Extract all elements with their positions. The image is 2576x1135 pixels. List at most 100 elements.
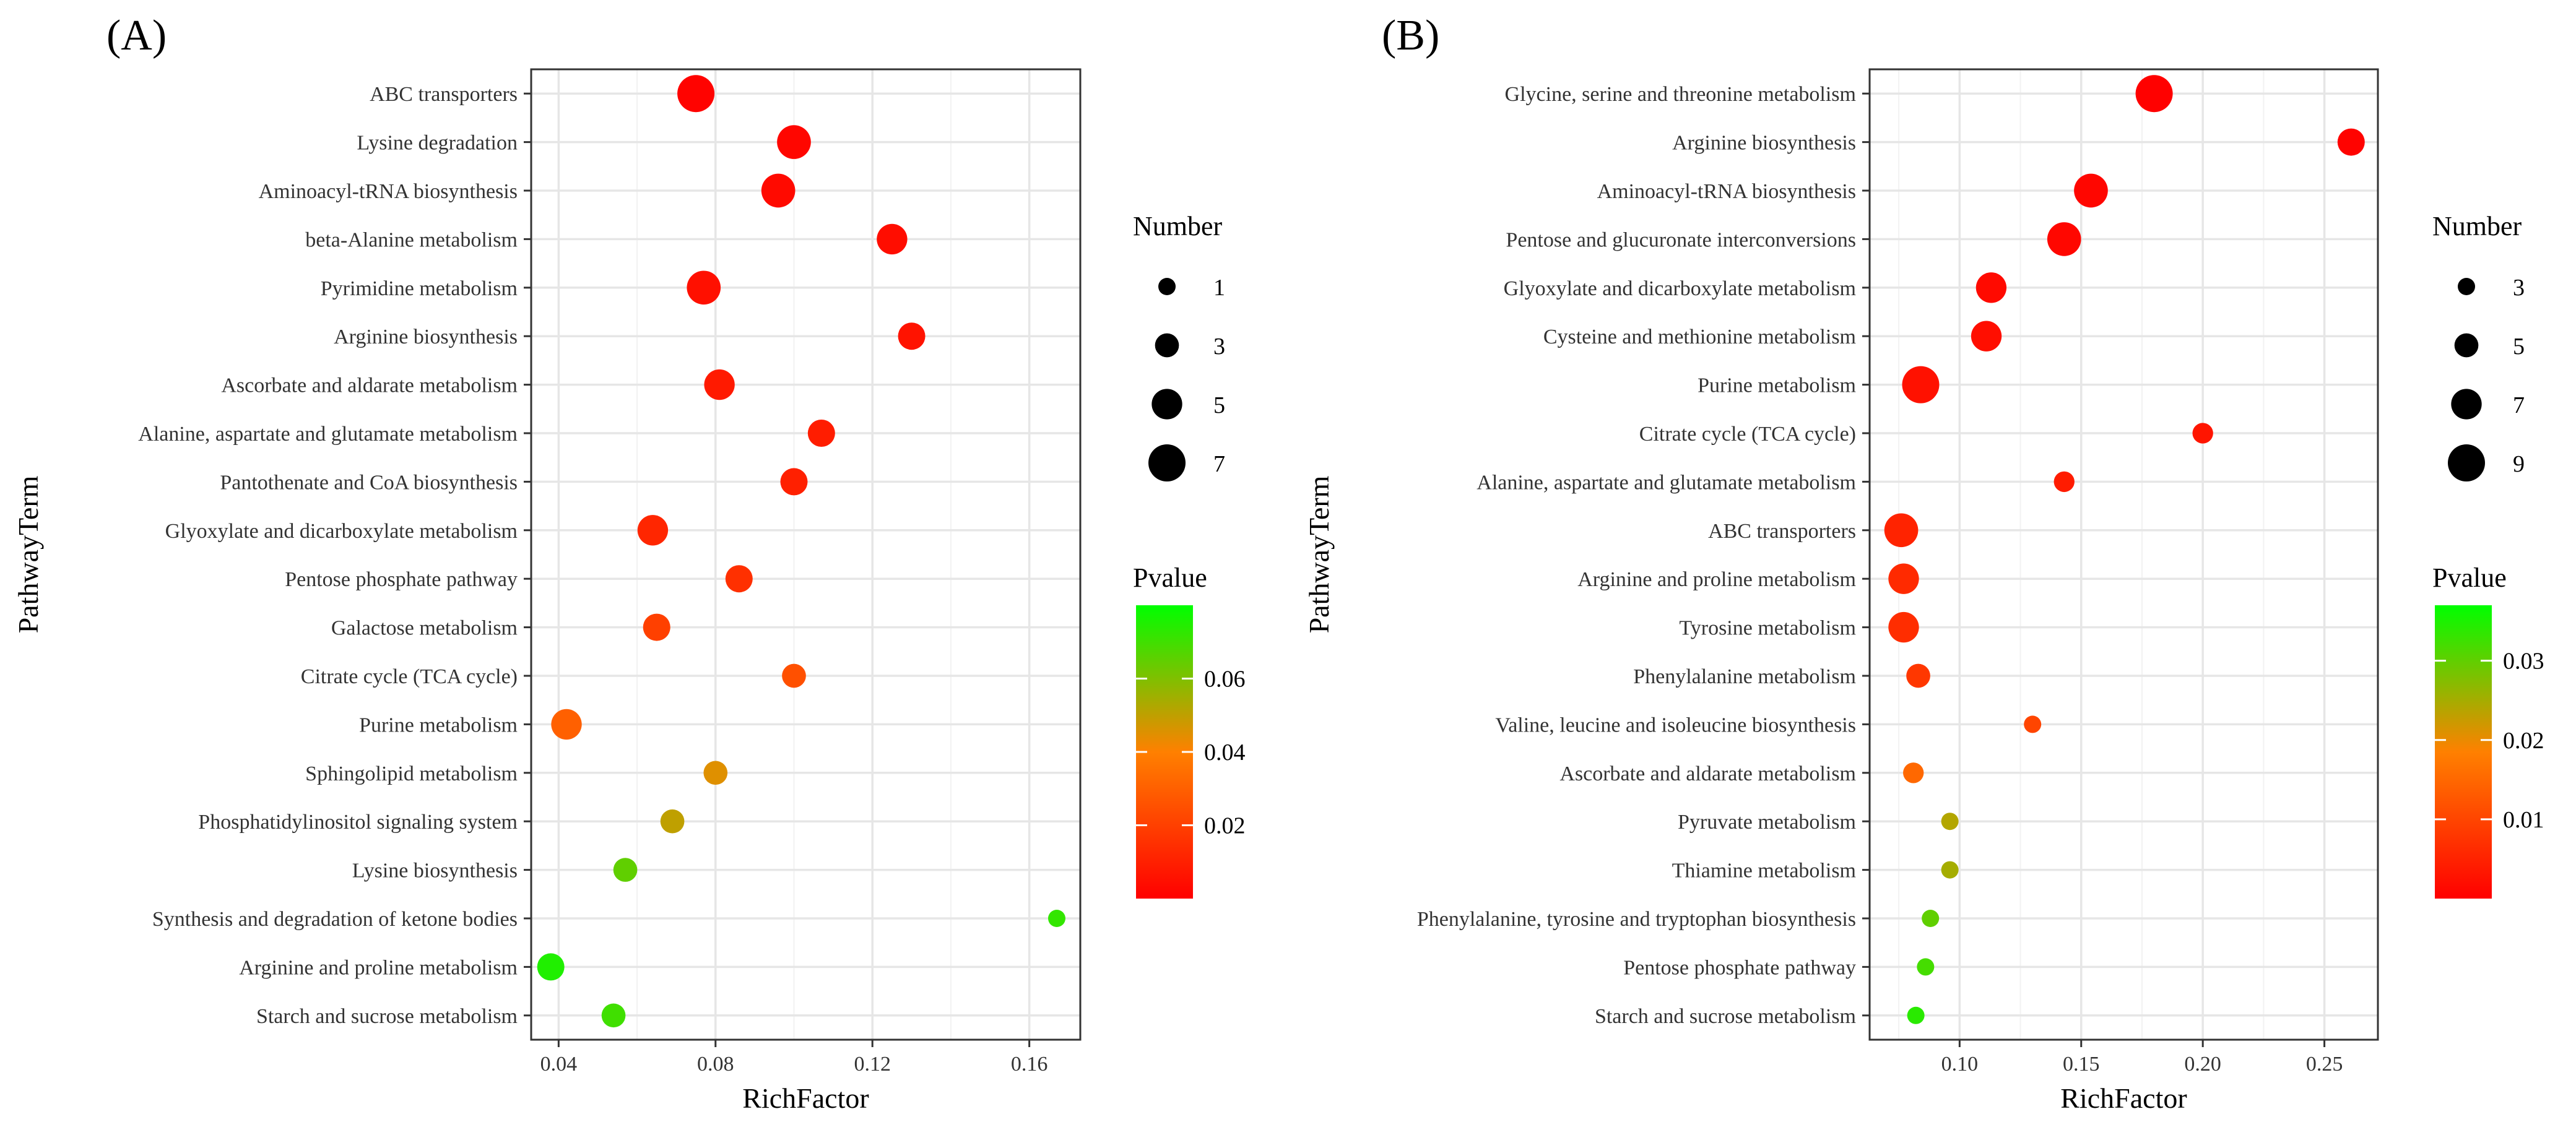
pathway-term-label: Citrate cycle (TCA cycle) (301, 665, 518, 688)
data-point (637, 515, 669, 546)
size-legend-dot (1148, 444, 1186, 481)
data-point (1888, 611, 1919, 643)
pathway-term-label: Purine metabolism (359, 714, 518, 736)
pathway-term-label: Pyruvate metabolism (1678, 811, 1856, 834)
data-point (1903, 762, 1924, 783)
data-point (703, 761, 728, 785)
data-point (2024, 715, 2042, 733)
size-legend-label: 1 (1213, 275, 1225, 301)
size-legend-label: 3 (1213, 334, 1225, 360)
pathway-term-label: ABC transporters (1708, 520, 1856, 543)
data-point (780, 468, 808, 496)
data-point (551, 709, 582, 740)
x-tick-label: 0.15 (2063, 1053, 2100, 1076)
size-legend-label: 7 (2513, 392, 2525, 418)
pathway-term-label: beta-Alanine metabolism (305, 228, 518, 251)
x-axis-title: RichFactor (742, 1082, 869, 1114)
color-legend-title: Pvalue (2432, 563, 2507, 593)
data-point (1902, 366, 1940, 404)
data-point (1922, 910, 1940, 927)
data-point (2337, 128, 2365, 156)
size-legend-label: 5 (1213, 392, 1225, 418)
x-tick-label: 0.25 (2306, 1053, 2343, 1076)
pathway-term-label: Arginine biosynthesis (334, 326, 518, 348)
pathway-term-label: Aminoacyl-tRNA biosynthesis (1597, 180, 1856, 203)
size-legend-dot (1158, 278, 1176, 295)
x-axis-title: RichFactor (2060, 1082, 2187, 1114)
color-legend-label: 0.03 (2503, 649, 2544, 675)
color-legend-label: 0.02 (1204, 813, 1246, 839)
pathway-term-label: Pentose phosphate pathway (285, 568, 518, 591)
pathway-term-label: Synthesis and degradation of ketone bodi… (152, 908, 518, 931)
size-legend-title: Number (1133, 211, 1223, 241)
pathway-term-label: Aminoacyl-tRNA biosynthesis (259, 180, 518, 203)
size-legend-label: 9 (2513, 451, 2525, 477)
pathway-term-label: ABC transporters (370, 83, 518, 106)
data-point (725, 565, 753, 593)
size-legend-label: 7 (1213, 451, 1225, 477)
x-tick-label: 0.20 (2184, 1053, 2221, 1076)
data-point (601, 1003, 626, 1028)
data-point (2074, 173, 2108, 208)
pathway-term-label: Pantothenate and CoA biosynthesis (220, 471, 518, 494)
x-tick-label: 0.08 (697, 1053, 734, 1076)
data-point (1906, 663, 1930, 688)
x-tick-label: 0.10 (1941, 1053, 1979, 1076)
pathway-term-label: Citrate cycle (TCA cycle) (1639, 423, 1856, 446)
data-point (877, 223, 908, 255)
panel-label: (A) (106, 12, 167, 59)
y-axis-title: PathwayTerm (12, 475, 44, 633)
size-legend-dot (1155, 333, 1179, 358)
pathway-term-label: Starch and sucrose metabolism (256, 1005, 518, 1028)
data-point (1884, 513, 1919, 548)
pathway-term-label: Glyoxylate and dicarboxylate metabolism (1504, 277, 1856, 300)
data-point (807, 420, 835, 447)
data-point (898, 322, 926, 350)
plot-frame (530, 68, 1082, 1041)
pathway-term-label: Pentose and glucuronate interconversions (1506, 228, 1856, 251)
data-point (537, 953, 565, 981)
data-point (1907, 1006, 1925, 1024)
data-point (1917, 958, 1935, 976)
data-point (2047, 222, 2081, 256)
size-legend-label: 5 (2513, 334, 2525, 360)
size-legend-title: Number (2432, 211, 2522, 241)
size-legend-dot (1151, 389, 1182, 420)
pathway-term-label: Arginine and proline metabolism (239, 956, 518, 979)
panel-b: (B) Glycine, serine and threonine metabol… (1303, 12, 2544, 1114)
pathway-term-label: Phenylalanine, tyrosine and tryptophan b… (1417, 908, 1856, 931)
pathway-term-label: Alanine, aspartate and glutamate metabol… (1477, 471, 1856, 494)
data-point (777, 125, 811, 159)
pathway-term-label: Valine, leucine and isoleucine biosynthe… (1495, 714, 1856, 736)
pathway-term-label: Ascorbate and aldarate metabolism (1559, 762, 1856, 785)
pathway-term-label: Starch and sucrose metabolism (1595, 1005, 1856, 1028)
size-legend-label: 3 (2513, 275, 2525, 301)
pathway-term-label: Ascorbate and aldarate metabolism (221, 374, 518, 397)
data-point (761, 173, 796, 208)
size-legend-dot (2448, 444, 2485, 481)
pathway-term-label: Pyrimidine metabolism (321, 277, 518, 300)
pathway-term-label: Arginine and proline metabolism (1577, 568, 1856, 591)
data-point (2053, 471, 2075, 493)
pathway-term-label: Cysteine and methionine metabolism (1543, 326, 1856, 348)
pathway-term-label: Pentose phosphate pathway (1623, 956, 1856, 979)
data-point (613, 858, 638, 882)
y-axis-title: PathwayTerm (1303, 475, 1335, 633)
plot-frame (1868, 68, 2379, 1041)
size-legend-dot (2451, 389, 2482, 420)
data-point (660, 809, 685, 834)
x-tick-label: 0.16 (1011, 1053, 1048, 1076)
size-legend-dot (2454, 333, 2479, 358)
panel-label: (B) (1382, 12, 1439, 59)
data-point (704, 369, 735, 400)
size-legend-dot (2458, 278, 2475, 295)
color-legend-bar (2435, 605, 2492, 899)
color-legend-label: 0.04 (1204, 740, 1246, 766)
pathway-term-label: Phosphatidylinositol signaling system (198, 811, 518, 834)
data-point (1971, 321, 2002, 352)
color-legend-label: 0.02 (2503, 728, 2544, 754)
data-point (2192, 423, 2213, 444)
data-point (1975, 272, 2007, 303)
pathway-term-label: Arginine biosynthesis (1672, 132, 1856, 155)
